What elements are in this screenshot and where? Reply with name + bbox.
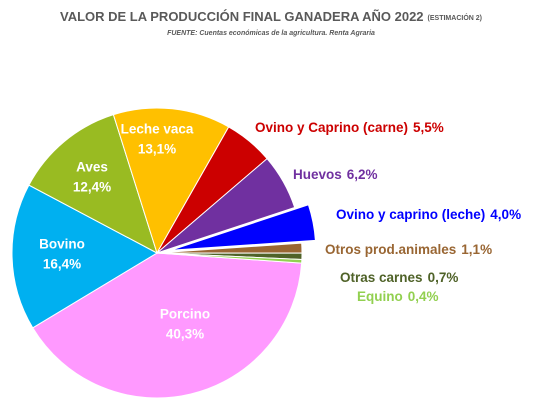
slice-label: Otras carnes <box>340 270 423 285</box>
slice-label: Ovino y Caprino (carne) <box>255 120 408 135</box>
slice-label: Leche vaca <box>121 122 194 137</box>
pie-slice <box>32 252 303 399</box>
slice-label-group: Huevos 6,2% <box>293 167 378 182</box>
pie-slice <box>170 204 316 251</box>
slice-label: Aves <box>76 160 108 175</box>
chart-subtitle: FUENTE: Cuentas económicas de la agricul… <box>167 30 375 37</box>
slice-value-label: 1,1% <box>461 242 492 257</box>
pie-slice <box>11 184 159 329</box>
slice-label-group: Equino 0,4% <box>357 289 439 304</box>
slice-value-label: 4,0% <box>490 207 521 222</box>
slice-label: Ovino y caprino (leche) <box>336 207 485 222</box>
slice-value-label: 0,4% <box>408 289 439 304</box>
slice-value-label: 40,3% <box>166 327 204 342</box>
slice-label-group: Ovino y Caprino (carne) 5,5% <box>255 120 444 135</box>
chart-title: VALOR DE LA PRODUCCIÓN FINAL GANADERA AÑ… <box>60 9 424 24</box>
slice-label: Bovino <box>39 237 85 252</box>
slice-label-group: Otros prod.animales 1,1% <box>325 242 492 257</box>
slice-label-group: Ovino y caprino (leche) 4,0% <box>336 207 521 222</box>
slice-label-group: Otras carnes 0,7% <box>340 270 458 285</box>
chart-title-group: VALOR DE LA PRODUCCIÓN FINAL GANADERA AÑ… <box>60 9 482 24</box>
pie-slice <box>112 107 230 255</box>
slice-value-label: 0,7% <box>428 270 459 285</box>
slice-value-label: 6,2% <box>347 167 378 182</box>
slice-label: Porcino <box>160 307 210 322</box>
slice-value-label: 13,1% <box>138 142 176 157</box>
slice-label: Huevos <box>293 167 342 182</box>
slice-label: Equino <box>357 289 403 304</box>
pie-slice <box>156 157 296 254</box>
slice-value-label: 16,4% <box>43 257 81 272</box>
slice-value-label: 5,5% <box>413 120 444 135</box>
pie-slice <box>156 252 303 264</box>
title-note: (ESTIMACIÓN 2) <box>428 13 482 22</box>
slice-value-label: 12,4% <box>73 180 111 195</box>
slice-label: Otros prod.animales <box>325 242 456 257</box>
pie-slice <box>28 114 158 255</box>
